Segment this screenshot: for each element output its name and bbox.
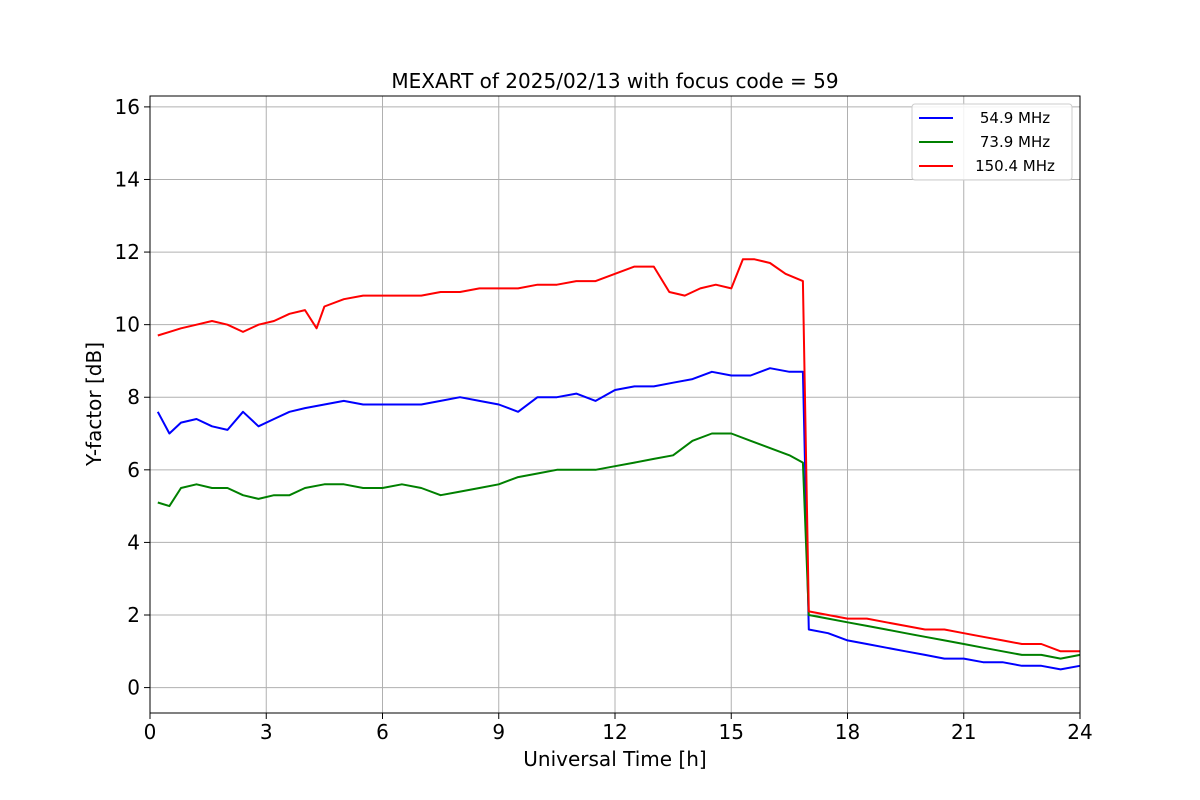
y-tick-label: 14: [115, 167, 140, 191]
legend-label: 54.9 MHz: [980, 109, 1050, 127]
x-tick-label: 21: [951, 720, 976, 744]
y-tick-label: 4: [127, 530, 140, 554]
series-line-150-4-mhz: [157, 258, 1080, 653]
legend-label: 150.4 MHz: [975, 157, 1055, 175]
y-tick-label: 2: [127, 603, 140, 627]
series-lines: [156, 258, 1081, 671]
y-tick-label: 10: [115, 313, 140, 337]
x-tick-label: 6: [376, 720, 389, 744]
legend-label: 73.9 MHz: [980, 133, 1050, 151]
y-tick-label: 0: [127, 676, 140, 700]
y-tick-label: 16: [115, 95, 140, 119]
y-tick-label: 12: [115, 240, 140, 264]
x-tick-label: 18: [835, 720, 860, 744]
series-line-54-9-mhz: [156, 367, 1081, 671]
x-tick-label: 3: [260, 720, 273, 744]
x-tick-label: 0: [144, 720, 157, 744]
y-tick-label: 6: [127, 458, 140, 482]
series-line-73-9-mhz: [157, 432, 1081, 660]
legend-box: [911, 103, 1073, 181]
legend: 54.9 MHz 73.9 MHz 150.4 MHz: [911, 103, 1073, 181]
y-tick-label: 8: [127, 385, 140, 409]
x-tick-label: 9: [492, 720, 505, 744]
x-tick-label: 24: [1067, 720, 1092, 744]
y-axis-label: Y-factor [dB]: [82, 342, 106, 467]
x-tick-label: 12: [602, 720, 627, 744]
x-axis-label: Universal Time [h]: [523, 747, 706, 771]
chart-title: MEXART of 2025/02/13 with focus code = 5…: [391, 69, 838, 93]
x-tick-label: 15: [719, 720, 744, 744]
